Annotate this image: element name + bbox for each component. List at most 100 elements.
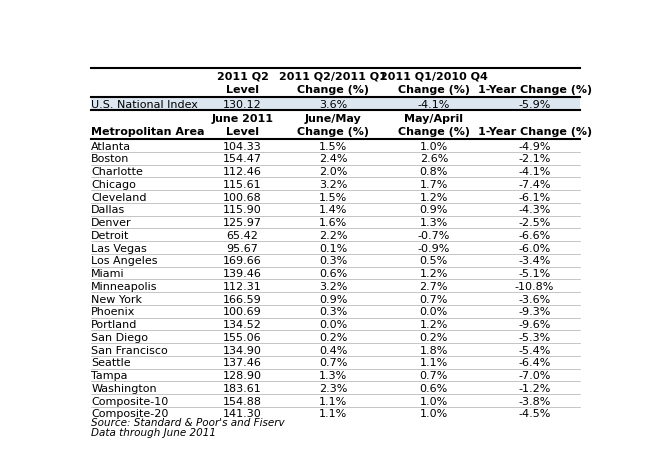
Text: 1.3%: 1.3% [420,218,448,228]
Text: -3.8%: -3.8% [519,396,551,406]
Text: Las Vegas: Las Vegas [91,243,147,253]
Text: 169.66: 169.66 [223,256,262,266]
Text: -5.3%: -5.3% [519,332,551,342]
Text: 0.0%: 0.0% [420,307,448,317]
Text: 0.3%: 0.3% [319,307,347,317]
Text: -3.6%: -3.6% [519,294,551,304]
Text: Cleveland: Cleveland [91,192,147,202]
Text: 1.2%: 1.2% [420,192,448,202]
Text: 141.30: 141.30 [223,409,262,419]
Text: -10.8%: -10.8% [515,281,554,291]
Text: 1.0%: 1.0% [420,141,448,151]
Text: Change (%): Change (%) [398,127,470,137]
Text: 183.61: 183.61 [223,383,262,393]
Text: 1.1%: 1.1% [319,396,347,406]
Text: 1.1%: 1.1% [420,358,448,368]
Text: June 2011: June 2011 [211,113,274,123]
Text: 0.4%: 0.4% [319,345,347,355]
Text: -7.0%: -7.0% [519,370,551,380]
Text: 2.2%: 2.2% [319,230,347,241]
Text: 1.2%: 1.2% [420,319,448,330]
Text: 1.6%: 1.6% [319,218,347,228]
Text: 0.6%: 0.6% [319,269,347,279]
Text: -1.2%: -1.2% [519,383,551,393]
Text: New York: New York [91,294,142,304]
Text: 112.46: 112.46 [223,167,262,177]
Text: 139.46: 139.46 [223,269,262,279]
Text: -9.3%: -9.3% [519,307,551,317]
Text: 2.0%: 2.0% [319,167,347,177]
Text: 2.3%: 2.3% [319,383,347,393]
Text: Data through June 2011: Data through June 2011 [91,427,216,437]
Text: 134.52: 134.52 [223,319,262,330]
Text: Change (%): Change (%) [297,85,369,95]
Text: U.S. National Index: U.S. National Index [91,100,198,110]
Text: June/May: June/May [305,113,361,123]
Text: -6.4%: -6.4% [519,358,551,368]
Text: Washington: Washington [91,383,157,393]
Text: San Francisco: San Francisco [91,345,168,355]
Text: Charlotte: Charlotte [91,167,143,177]
Text: -0.7%: -0.7% [418,230,450,241]
Text: Change (%): Change (%) [297,127,369,137]
Text: 2.7%: 2.7% [420,281,448,291]
Text: Metropolitan Area: Metropolitan Area [91,127,205,137]
Text: -6.0%: -6.0% [519,243,551,253]
Text: -2.1%: -2.1% [519,154,551,164]
Text: 0.2%: 0.2% [319,332,347,342]
Text: Chicago: Chicago [91,179,136,190]
Text: 166.59: 166.59 [223,294,262,304]
Text: 1.3%: 1.3% [319,370,347,380]
Text: Phoenix: Phoenix [91,307,136,317]
Text: 1.0%: 1.0% [420,396,448,406]
Text: -5.1%: -5.1% [519,269,551,279]
Text: 2011 Q2/2011 Q1: 2011 Q2/2011 Q1 [280,72,387,82]
Bar [91,98,580,111]
Text: 3.2%: 3.2% [319,281,347,291]
Text: -5.9%: -5.9% [519,100,551,110]
Text: 1.1%: 1.1% [319,409,347,419]
Text: 0.3%: 0.3% [319,256,347,266]
Text: 1.5%: 1.5% [319,141,347,151]
Text: Level: Level [226,85,259,95]
Text: 2.6%: 2.6% [420,154,448,164]
Text: 0.6%: 0.6% [420,383,448,393]
Text: 1.4%: 1.4% [319,205,347,215]
Text: 1.8%: 1.8% [420,345,448,355]
Text: 65.42: 65.42 [226,230,259,241]
Text: 1.5%: 1.5% [319,192,347,202]
Text: 112.31: 112.31 [223,281,262,291]
Text: 1-Year Change (%): 1-Year Change (%) [478,127,592,137]
Text: Portland: Portland [91,319,138,330]
Text: 0.8%: 0.8% [420,167,448,177]
Text: Detroit: Detroit [91,230,130,241]
Text: Seattle: Seattle [91,358,131,368]
Text: -4.5%: -4.5% [519,409,551,419]
Text: 154.88: 154.88 [223,396,262,406]
Text: 2011 Q1/2010 Q4: 2011 Q1/2010 Q4 [380,72,488,82]
Text: Boston: Boston [91,154,130,164]
Text: Dallas: Dallas [91,205,125,215]
Text: -0.9%: -0.9% [418,243,450,253]
Text: 1-Year Change (%): 1-Year Change (%) [478,85,592,95]
Text: 0.7%: 0.7% [420,370,448,380]
Text: 154.47: 154.47 [223,154,262,164]
Text: May/April: May/April [404,113,463,123]
Text: 137.46: 137.46 [223,358,262,368]
Text: Source: Standard & Poor's and Fiserv: Source: Standard & Poor's and Fiserv [91,417,285,426]
Text: Atlanta: Atlanta [91,141,131,151]
Text: 0.7%: 0.7% [319,358,347,368]
Text: Level: Level [226,127,259,137]
Text: 0.9%: 0.9% [319,294,347,304]
Text: Composite-10: Composite-10 [91,396,168,406]
Text: -2.5%: -2.5% [519,218,551,228]
Text: Composite-20: Composite-20 [91,409,169,419]
Text: 125.97: 125.97 [223,218,262,228]
Text: 95.67: 95.67 [226,243,259,253]
Text: -7.4%: -7.4% [519,179,551,190]
Text: 0.2%: 0.2% [420,332,448,342]
Text: -4.3%: -4.3% [519,205,551,215]
Text: -6.6%: -6.6% [519,230,551,241]
Text: -4.9%: -4.9% [519,141,551,151]
Text: -4.1%: -4.1% [519,167,551,177]
